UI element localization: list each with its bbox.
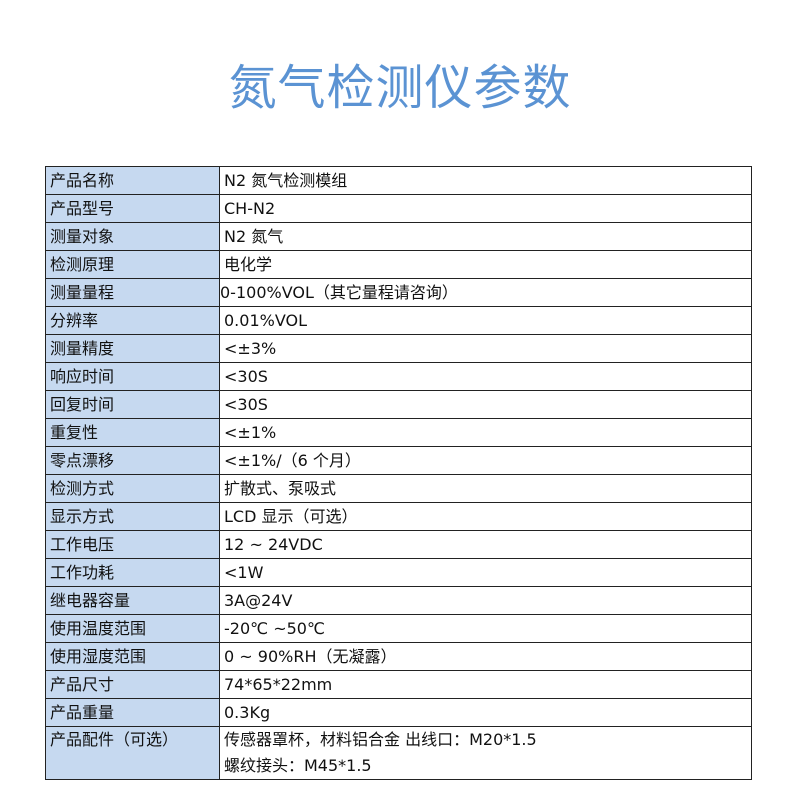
table-row: 工作电压 12 ~ 24VDC (45, 530, 752, 559)
spec-label: 产品重量 (45, 698, 220, 727)
spec-label: 检测原理 (45, 250, 220, 279)
spec-value-line: 螺纹接头：M45*1.5 (224, 756, 372, 775)
spec-value-line: 电化学 (224, 254, 273, 274)
spec-label: 产品名称 (45, 166, 220, 195)
table-row: 测量对象 N2 氮气 (45, 222, 752, 251)
spec-value: 电化学 (219, 250, 752, 279)
spec-value-line: 0.3Kg (224, 702, 271, 722)
spec-label: 产品型号 (45, 194, 220, 223)
table-row: 回复时间 <30S (45, 390, 752, 419)
spec-value: LCD 显示（可选） (219, 502, 752, 531)
spec-value-line: 3A@24V (224, 590, 293, 610)
table-row: 重复性 <±1% (45, 418, 752, 447)
spec-label: 测量对象 (45, 222, 220, 251)
spec-value-line: CH-N2 (224, 198, 276, 218)
table-row: 产品型号 CH-N2 (45, 194, 752, 223)
spec-value-line: -20℃ ~50℃ (224, 618, 325, 638)
spec-value-line: 扩散式、泵吸式 (224, 478, 337, 498)
spec-value-line: <±3% (224, 338, 277, 358)
spec-label: 零点漂移 (45, 446, 220, 475)
spec-value: 74*65*22mm (219, 670, 752, 699)
spec-value-line: 12 ~ 24VDC (224, 534, 323, 554)
spec-value: 0 ~ 90%RH（无凝露） (219, 642, 752, 671)
spec-label: 工作功耗 (45, 558, 220, 587)
spec-value-line: <1W (224, 562, 264, 582)
spec-value: 12 ~ 24VDC (219, 530, 752, 559)
spec-label: 工作电压 (45, 530, 220, 559)
table-row: 使用温度范围 -20℃ ~50℃ (45, 614, 752, 643)
spec-value: <±1% (219, 418, 752, 447)
table-row: 检测方式 扩散式、泵吸式 (45, 474, 752, 503)
spec-value: CH-N2 (219, 194, 752, 223)
spec-label: 检测方式 (45, 474, 220, 503)
spec-value: 传感器罩杯，材料铝合金 出线口：M20*1.5 螺纹接头：M45*1.5 (219, 726, 752, 780)
spec-value-line: N2 氮气检测模组 (224, 170, 348, 190)
spec-value-line: <30S (224, 366, 268, 386)
table-row: 分辨率 0.01%VOL (45, 306, 752, 335)
spec-label: 产品尺寸 (45, 670, 220, 699)
spec-label: 产品配件（可选） (45, 726, 220, 780)
spec-label: 响应时间 (45, 362, 220, 391)
table-row: 产品配件（可选） 传感器罩杯，材料铝合金 出线口：M20*1.5 螺纹接头：M45*… (45, 726, 752, 780)
spec-value: <±3% (219, 334, 752, 363)
spec-label: 测量精度 (45, 334, 220, 363)
table-row: 产品尺寸 74*65*22mm (45, 670, 752, 699)
spec-value: 扩散式、泵吸式 (219, 474, 752, 503)
spec-value-line: 传感器罩杯，材料铝合金 出线口：M20*1.5 (224, 730, 537, 749)
spec-value-line: 0.01%VOL (224, 310, 307, 330)
table-row: 响应时间 <30S (45, 362, 752, 391)
spec-value: -20℃ ~50℃ (219, 614, 752, 643)
table-row: 测量精度 <±3% (45, 334, 752, 363)
spec-table: 产品名称 N2 氮气检测模组 产品型号 CH-N2 测量对象 N2 氮气 检测原理 电化学 测量… (45, 166, 752, 780)
table-row: 零点漂移 <±1%/（6 个月） (45, 446, 752, 475)
spec-value-line: <30S (224, 394, 268, 414)
spec-value: <1W (219, 558, 752, 587)
table-row: 继电器容量 3A@24V (45, 586, 752, 615)
spec-value-line: <±1% (224, 422, 277, 442)
spec-value: N2 氮气 (219, 222, 752, 251)
spec-label: 使用温度范围 (45, 614, 220, 643)
table-row: 产品名称 N2 氮气检测模组 (45, 166, 752, 195)
spec-value: N2 氮气检测模组 (219, 166, 752, 195)
spec-value-line: N2 氮气 (224, 226, 284, 246)
spec-value: 0-100%VOL（其它量程请咨询） (219, 278, 752, 307)
table-row: 产品重量 0.3Kg (45, 698, 752, 727)
table-row: 测量量程 0-100%VOL（其它量程请咨询） (45, 278, 752, 307)
spec-label: 重复性 (45, 418, 220, 447)
spec-label: 回复时间 (45, 390, 220, 419)
spec-value-line: 0 ~ 90%RH（无凝露） (224, 646, 397, 666)
spec-value: 0.3Kg (219, 698, 752, 727)
table-row: 使用湿度范围 0 ~ 90%RH（无凝露） (45, 642, 752, 671)
spec-value-line: LCD 显示（可选） (224, 506, 358, 526)
page-title: 氮气检测仪参数 (228, 60, 572, 116)
table-row: 检测原理 电化学 (45, 250, 752, 279)
spec-label: 显示方式 (45, 502, 220, 531)
spec-label: 继电器容量 (45, 586, 220, 615)
spec-label: 测量量程 (45, 278, 220, 307)
spec-value: <30S (219, 362, 752, 391)
table-row: 显示方式 LCD 显示（可选） (45, 502, 752, 531)
spec-value-line: <±1%/（6 个月） (224, 450, 361, 470)
spec-label: 分辨率 (45, 306, 220, 335)
spec-label: 使用湿度范围 (45, 642, 220, 671)
spec-value: 3A@24V (219, 586, 752, 615)
spec-value-line: 0-100%VOL（其它量程请咨询） (220, 282, 458, 302)
spec-value: 0.01%VOL (219, 306, 752, 335)
spec-value-line: 74*65*22mm (224, 674, 333, 694)
spec-value: <±1%/（6 个月） (219, 446, 752, 475)
table-row: 工作功耗 <1W (45, 558, 752, 587)
spec-value: <30S (219, 390, 752, 419)
